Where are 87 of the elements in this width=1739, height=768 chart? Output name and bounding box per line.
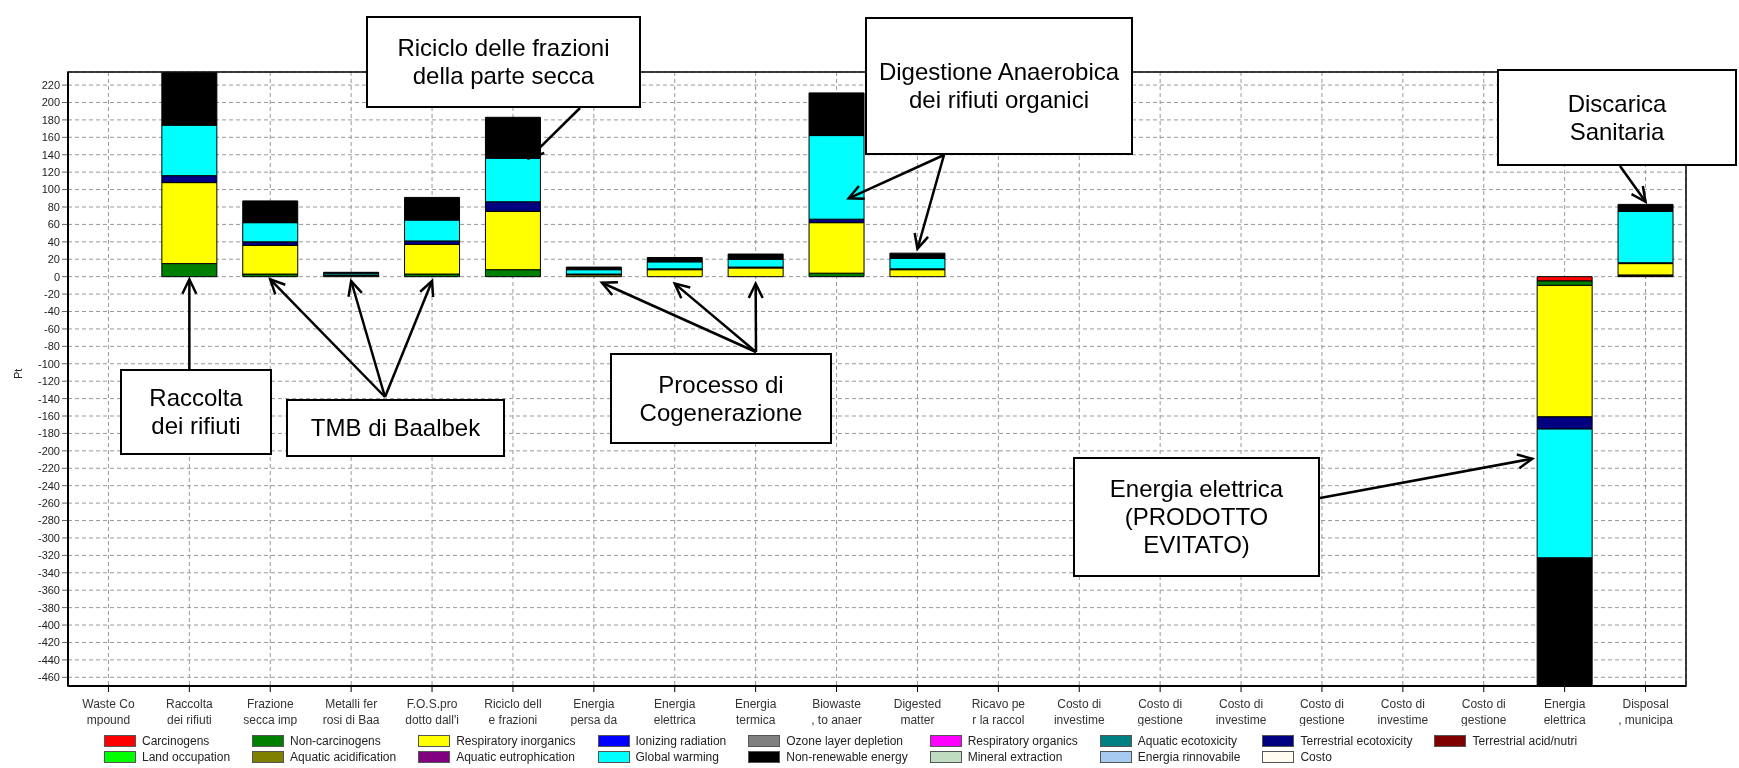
legend-label: Aquatic ecotoxicity [1137,734,1238,748]
y-tick-label: -80 [44,340,60,353]
y-tick-label: 180 [41,113,60,126]
y-tick-label: 0 [53,270,60,283]
y-tick-label: -400 [37,618,60,631]
callout-box: Energia elettrica (PRODOTTO EVITATO) [1073,457,1320,577]
x-tick-label: Riciclo dell e frazioni [484,697,542,727]
y-tick-label: -160 [37,409,60,422]
x-tick-label: Digested matter [893,697,942,727]
y-tick-label: -240 [37,479,60,492]
x-tick-label: Costo di gestione [1299,697,1345,727]
x-tick-label: Costo di investime [1377,697,1429,727]
x-tick-label: Energia elettrica [1543,697,1586,727]
legend-label: Land occupation [142,750,231,764]
y-tick-label: 60 [47,218,60,231]
annotation: Digestione Anaerobica dei rifiuti organici [877,58,1121,114]
legend-label: Energia rinnovabile [1137,750,1241,764]
annotation: Discarica Sanitaria [1566,89,1668,146]
x-tick-label: Costo di gestione [1461,697,1507,727]
y-tick-label: -340 [37,566,60,579]
annotation: TMB di Baalbek [310,414,481,442]
x-tick-label: Raccolta dei rifiuti [166,697,214,727]
callout-box: Riciclo delle frazioni della parte secca [366,16,641,108]
legend-label: Non-carcinogens [290,734,381,748]
y-tick-label: 140 [41,148,60,161]
annotation: Energia elettrica (PRODOTTO EVITATO) [1108,475,1285,559]
y-tick-label: -380 [37,601,60,614]
y-tick-label: 200 [41,96,60,109]
callout-box: Raccolta dei rifiuti [120,369,272,455]
callout-box: Processo di Cogenerazione [610,353,832,444]
annotation: Processo di Cogenerazione [638,370,804,427]
y-tick-label: -420 [37,636,60,649]
legend-label: Carcinogens [142,734,210,748]
y-tick-label: 80 [47,200,60,213]
y-tick-label: -360 [37,584,60,597]
legend-label: Global warming [635,750,719,764]
y-tick-label: -220 [37,462,60,475]
legend-label: Mineral extraction [967,750,1063,764]
legend-label: Respiratory organics [967,734,1078,748]
legend-label: Ozone layer depletion [786,734,904,748]
legend-label: Terrestrial acid/nutri [1472,734,1578,748]
legend-label: Non-renewable energy [786,750,908,764]
legend-label: Respiratory inorganics [456,734,576,748]
y-tick-label: -320 [37,549,60,562]
y-tick-label: -60 [44,322,60,335]
y-tick-label: -280 [37,514,60,527]
legend-label: Ionizing radiation [635,734,727,748]
y-tick-label: -200 [37,444,60,457]
y-tick-label: -180 [37,427,60,440]
x-tick-label: Costo di investime [1053,697,1105,727]
x-tick-label: Ricavo pe r la raccol [971,697,1026,727]
y-tick-label: 100 [41,183,60,196]
x-tick-label: Energia elettrica [653,697,697,727]
legend-label: Terrestrial ecotoxicity [1300,734,1413,748]
y-tick-label: -40 [44,305,60,318]
x-tick-label: Frazione secca imp [243,697,298,727]
callout-box: Digestione Anaerobica dei rifiuti organici [865,17,1133,155]
callout-box: TMB di Baalbek [286,399,505,457]
y-tick-label: -100 [37,357,60,370]
y-tick-label: 160 [41,131,60,144]
y-tick-label: -460 [37,671,60,684]
x-tick-label: Costo di gestione [1137,697,1184,727]
x-tick-label: Costo di investime [1215,697,1267,727]
x-tick-label: Disposal , municipa [1618,697,1674,727]
y-tick-label: -120 [37,375,60,388]
y-tick-label: 120 [41,166,60,179]
y-tick-label: -300 [37,531,60,544]
x-tick-label: Biowaste , to anaer [811,697,862,727]
x-tick-label: Energia termica [734,697,777,727]
legend-label: Costo [1300,750,1332,764]
y-tick-label: 40 [47,235,60,248]
x-tick-label: Waste Co mpound [82,697,135,727]
y-tick-label: -440 [37,653,60,666]
y-tick-label: -140 [37,392,60,405]
legend-label: Aquatic acidification [290,750,397,764]
y-tick-label: -20 [44,287,60,300]
callout-box: Discarica Sanitaria [1497,69,1737,166]
x-tick-label: F.O.S.pro dotto dall'i [405,697,459,727]
x-tick-label: Energia persa da [570,697,618,727]
y-axis-title: Pt [11,368,24,379]
legend-label: Aquatic eutrophication [456,750,575,764]
annotation: Riciclo delle frazioni della parte secca [396,34,611,90]
y-tick-label: 220 [41,78,60,91]
x-tick-label: Metalli fer rosi di Baa [322,697,380,727]
annotation: Raccolta dei rifiuti [148,384,244,440]
y-tick-label: 20 [47,253,60,266]
y-tick-label: -260 [37,497,60,510]
